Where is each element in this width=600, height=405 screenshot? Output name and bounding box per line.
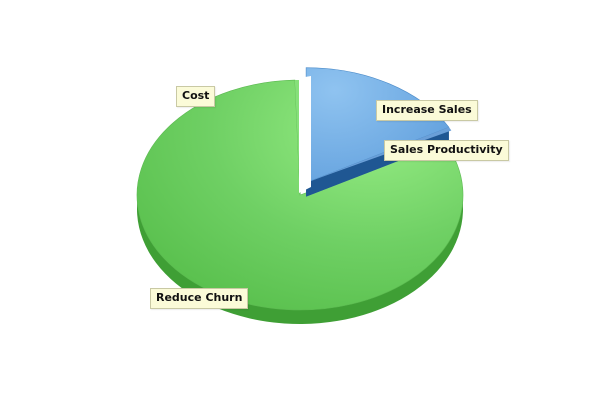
- slice-gap: [299, 76, 311, 193]
- slice-label-sales-productivity: Sales Productivity: [384, 140, 509, 161]
- slice-label-cost: Cost: [176, 86, 216, 107]
- slice-label-reduce-churn: Reduce Churn: [150, 288, 249, 309]
- slice-cost: [294, 80, 300, 195]
- slice-label-increase-sales: Increase Sales: [376, 100, 478, 121]
